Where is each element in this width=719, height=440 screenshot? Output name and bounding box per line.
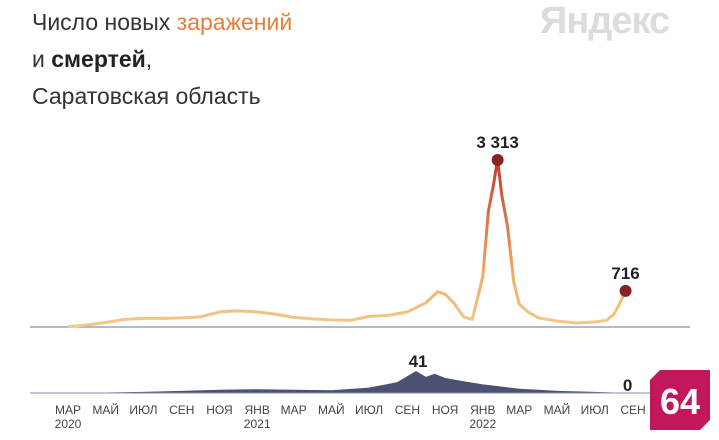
cases-line xyxy=(67,158,627,329)
title-line-1: Число новых заражений xyxy=(32,4,292,41)
title-line-2: и смертей, xyxy=(32,41,292,78)
title-accent-infections: заражений xyxy=(176,9,293,35)
x-tick-label: НОЯ xyxy=(432,403,458,417)
cases-marker xyxy=(619,284,632,297)
x-tick-label: МАР xyxy=(55,403,81,417)
x-tick-label: НОЯ xyxy=(206,403,232,417)
x-tick-year: 2020 xyxy=(55,417,82,431)
cases-data-label: 3 313 xyxy=(476,133,519,152)
x-tick-label: СЕН xyxy=(395,403,420,417)
x-tick-label: МАЙ xyxy=(544,402,571,417)
x-tick-label: МАЙ xyxy=(92,402,119,417)
region-64-badge: 64 xyxy=(650,370,710,430)
title-bold-deaths: смертей xyxy=(51,46,146,72)
title-text: и xyxy=(32,46,52,72)
x-tick-label: МАР xyxy=(506,403,532,417)
title-text: Число новых xyxy=(32,9,177,35)
deaths-data-label: 0 xyxy=(623,376,632,395)
x-tick-label: ИЮЛ xyxy=(355,403,383,417)
x-tick-label: МАЙ xyxy=(318,402,345,417)
cases-series: 3 313 716 xyxy=(30,133,690,329)
cases-marker xyxy=(491,154,504,166)
x-tick-label: ИЮЛ xyxy=(129,403,157,417)
x-tick-year: 2021 xyxy=(244,417,271,431)
x-tick-label: СЕН xyxy=(620,403,645,417)
x-tick-year: 2022 xyxy=(469,417,496,431)
deaths-series: 41 0 xyxy=(30,352,690,395)
title-line-3: Саратовская область xyxy=(32,83,261,109)
title-text: , xyxy=(145,46,153,72)
cases-data-label: 716 xyxy=(611,264,639,283)
badge-text: 64 xyxy=(660,381,700,422)
x-tick-label: ЯНВ xyxy=(470,403,495,417)
x-tick-label: ЯНВ xyxy=(244,403,269,417)
deaths-data-label: 41 xyxy=(409,352,428,371)
deaths-area xyxy=(68,371,626,393)
yandex-logo: Яндекс xyxy=(540,0,670,42)
x-tick-label: МАР xyxy=(281,403,307,417)
chart-title: Число новых заражений и смертей, Саратов… xyxy=(32,4,292,115)
x-tick-label: ИЮЛ xyxy=(581,403,609,417)
x-tick-label: СЕН xyxy=(169,403,194,417)
badge-shape xyxy=(650,370,710,430)
